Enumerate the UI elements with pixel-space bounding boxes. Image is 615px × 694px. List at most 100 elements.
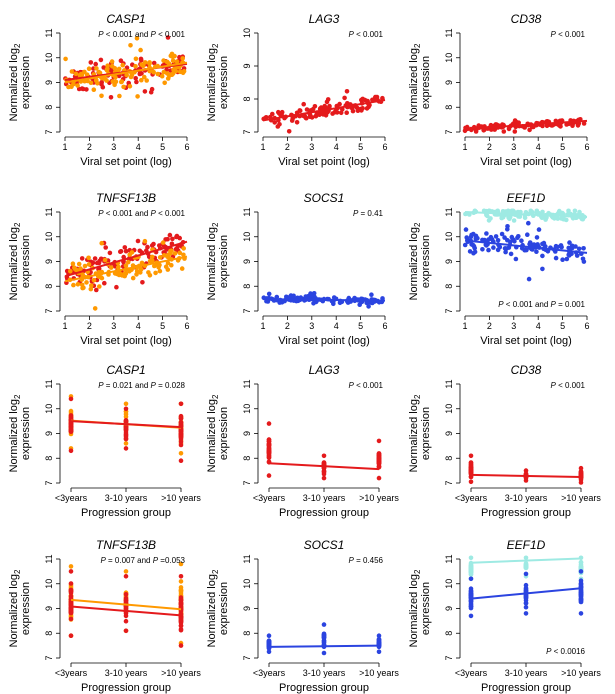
- x-axis: 1 2 3 4 5 6: [462, 136, 590, 152]
- panel-title: EEF1D: [507, 538, 546, 552]
- data-point: [367, 102, 372, 108]
- data-point: [522, 215, 528, 220]
- x-tick-label: >10 years: [561, 493, 601, 503]
- data-point: [117, 93, 122, 99]
- data-point: [142, 238, 148, 244]
- data-point: [178, 416, 184, 421]
- data-point: [97, 70, 103, 76]
- y-tick-label: 7: [444, 480, 454, 485]
- data-point: [146, 270, 151, 275]
- data-point: [345, 101, 350, 106]
- data-point: [123, 424, 129, 429]
- data-point: [180, 56, 185, 61]
- data-point: [142, 89, 148, 94]
- y-tick-label: 8: [444, 105, 454, 110]
- data-point: [68, 588, 74, 593]
- y-tick-label: 10: [444, 53, 454, 63]
- data-point: [523, 565, 529, 570]
- data-point: [493, 234, 499, 239]
- y-tick-label: 11: [44, 28, 54, 37]
- data-point: [124, 72, 129, 78]
- data-point: [543, 217, 548, 222]
- data-point: [127, 84, 133, 89]
- data-point: [120, 62, 125, 68]
- y-tick-label: 9: [44, 80, 54, 85]
- panel-title: SOCS1: [304, 538, 345, 552]
- data-point: [523, 604, 529, 610]
- data-point: [114, 284, 119, 290]
- trend-line-orange: [70, 598, 182, 611]
- y-axis: 7 8 9 10 11: [444, 207, 461, 314]
- x-tick-label: 3-10 years: [505, 493, 548, 503]
- data-point: [162, 80, 167, 86]
- data-point: [540, 253, 545, 259]
- data-point: [311, 301, 316, 306]
- data-point: [75, 83, 80, 88]
- data-point: [115, 265, 121, 270]
- data-point: [135, 94, 140, 99]
- x-tick-label: 5: [160, 321, 165, 331]
- data-point: [178, 458, 184, 464]
- y-axis-label: Normalized log2: [408, 43, 422, 121]
- x-tick-label: >10 years: [161, 493, 201, 503]
- data-point: [523, 247, 528, 253]
- x-tick-label: <3years: [55, 668, 88, 678]
- data-point: [321, 650, 327, 656]
- data-point: [123, 569, 129, 574]
- data-point: [501, 129, 507, 134]
- data-point: [499, 231, 505, 237]
- data-point: [133, 76, 138, 81]
- data-point: [178, 627, 184, 633]
- data-point: [578, 592, 584, 597]
- data-point: [123, 446, 129, 451]
- y-tick-label: 11: [444, 554, 454, 563]
- data-point: [468, 479, 474, 485]
- trend-line-red: [70, 605, 182, 617]
- panel-lag3-progression: LAG3 7 8 9 10 11 <3years 3-10 years >10 years Pro…: [206, 363, 399, 519]
- data-point: [98, 57, 104, 63]
- y-axis-label-line2: expression: [20, 56, 32, 109]
- data-point: [84, 72, 90, 77]
- data-point: [123, 248, 129, 254]
- data-point: [99, 240, 104, 246]
- x-axis: 1 2 3 4 5 6: [260, 315, 388, 331]
- data-point: [163, 264, 169, 270]
- data-point: [138, 56, 144, 62]
- data-point: [553, 255, 559, 261]
- data-point: [502, 235, 507, 240]
- data-point: [321, 475, 327, 481]
- data-point: [266, 421, 272, 426]
- data-point: [112, 66, 118, 71]
- y-tick-label: 8: [44, 456, 54, 461]
- data-point: [68, 396, 74, 402]
- x-tick-label: 3-10 years: [303, 493, 346, 503]
- data-point: [373, 94, 378, 100]
- y-axis: 7 8 9 10 11: [44, 28, 61, 135]
- panel-lag3-setpoint: LAG3 7 8 9 10 1 2 3 4 5 6 Viral set point (log) Norm…: [206, 12, 388, 168]
- data-point: [63, 56, 68, 62]
- data-point: [509, 234, 515, 240]
- data-point: [507, 216, 512, 221]
- y-axis: 7 8 9 10: [242, 28, 259, 135]
- data-point: [178, 574, 184, 579]
- data-point: [508, 251, 514, 257]
- trend-line-red: [64, 240, 188, 278]
- y-tick-label: 11: [444, 28, 454, 37]
- y-axis: 7 8 9 10 11: [242, 554, 259, 661]
- panel-title: CD38: [511, 12, 542, 26]
- y-axis-label: Normalized log2: [8, 569, 22, 647]
- x-tick-label: 1: [260, 142, 265, 152]
- data-point: [150, 258, 155, 264]
- data-point: [540, 209, 545, 215]
- data-point: [342, 95, 347, 101]
- data-point: [578, 599, 584, 605]
- y-axis-label: Normalized log2: [206, 222, 220, 300]
- p-value-annotation: P < 0.001: [349, 381, 384, 390]
- data-point: [266, 633, 272, 638]
- data-point: [468, 568, 474, 574]
- data-point: [321, 640, 327, 645]
- data-point: [333, 108, 338, 114]
- y-tick-label: 7: [242, 480, 252, 485]
- data-point: [165, 260, 171, 266]
